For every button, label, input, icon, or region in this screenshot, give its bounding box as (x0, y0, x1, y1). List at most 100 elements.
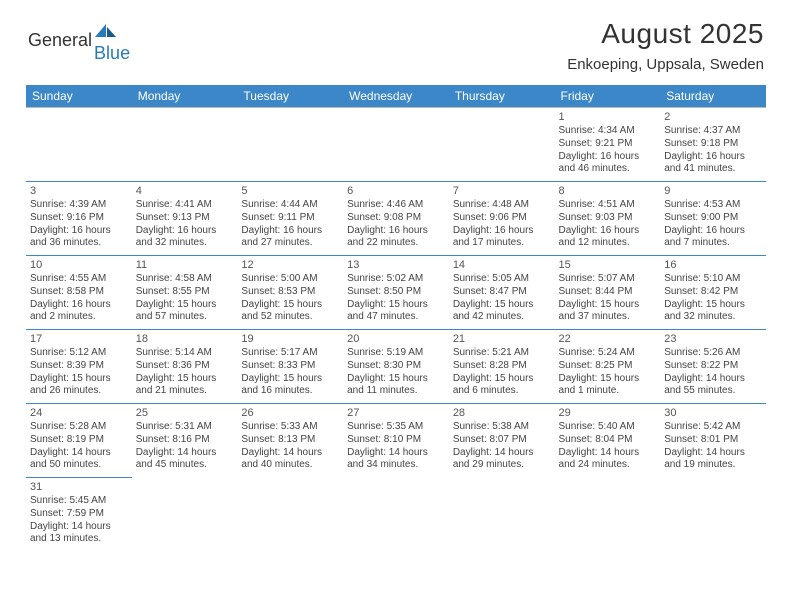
day-number: 14 (453, 258, 551, 272)
calendar-day-cell (449, 108, 555, 182)
daylight-text: and 32 minutes. (136, 237, 234, 250)
sunrise-text: Sunrise: 5:33 AM (241, 421, 339, 434)
sunrise-text: Sunrise: 5:00 AM (241, 273, 339, 286)
calendar-day-cell: 19Sunrise: 5:17 AMSunset: 8:33 PMDayligh… (237, 330, 343, 404)
daylight-text: Daylight: 16 hours (136, 225, 234, 238)
daylight-text: Daylight: 16 hours (453, 225, 551, 238)
daylight-text: Daylight: 15 hours (559, 299, 657, 312)
calendar-day-cell (343, 478, 449, 552)
sunset-text: Sunset: 8:44 PM (559, 286, 657, 299)
sunrise-text: Sunrise: 5:42 AM (664, 421, 762, 434)
daylight-text: and 41 minutes. (664, 163, 762, 176)
day-number: 25 (136, 406, 234, 420)
daylight-text: Daylight: 15 hours (453, 299, 551, 312)
calendar-week-row: 24Sunrise: 5:28 AMSunset: 8:19 PMDayligh… (26, 404, 766, 478)
daylight-text: Daylight: 16 hours (559, 151, 657, 164)
calendar-day-cell: 25Sunrise: 5:31 AMSunset: 8:16 PMDayligh… (132, 404, 238, 478)
sunset-text: Sunset: 9:06 PM (453, 212, 551, 225)
day-number: 12 (241, 258, 339, 272)
logo-text-general: General (28, 30, 92, 51)
calendar-day-cell: 31Sunrise: 5:45 AMSunset: 7:59 PMDayligh… (26, 478, 132, 552)
day-number: 24 (30, 406, 128, 420)
day-number: 7 (453, 184, 551, 198)
sunset-text: Sunset: 8:10 PM (347, 434, 445, 447)
daylight-text: and 21 minutes. (136, 385, 234, 398)
calendar-day-cell (26, 108, 132, 182)
sunset-text: Sunset: 8:25 PM (559, 360, 657, 373)
title-block: August 2025 Enkoeping, Uppsala, Sweden (567, 18, 764, 73)
daylight-text: Daylight: 14 hours (664, 447, 762, 460)
sunset-text: Sunset: 8:22 PM (664, 360, 762, 373)
sunrise-text: Sunrise: 5:07 AM (559, 273, 657, 286)
sunset-text: Sunset: 8:53 PM (241, 286, 339, 299)
daylight-text: Daylight: 16 hours (30, 225, 128, 238)
calendar-day-cell: 24Sunrise: 5:28 AMSunset: 8:19 PMDayligh… (26, 404, 132, 478)
daylight-text: Daylight: 14 hours (30, 521, 128, 534)
daylight-text: and 47 minutes. (347, 311, 445, 324)
calendar-day-cell: 23Sunrise: 5:26 AMSunset: 8:22 PMDayligh… (660, 330, 766, 404)
calendar-day-cell: 16Sunrise: 5:10 AMSunset: 8:42 PMDayligh… (660, 256, 766, 330)
calendar-day-cell: 26Sunrise: 5:33 AMSunset: 8:13 PMDayligh… (237, 404, 343, 478)
daylight-text: Daylight: 15 hours (347, 299, 445, 312)
calendar-day-cell (660, 478, 766, 552)
daylight-text: Daylight: 14 hours (241, 447, 339, 460)
month-title: August 2025 (567, 18, 764, 50)
location-subtitle: Enkoeping, Uppsala, Sweden (567, 56, 764, 73)
daylight-text: and 17 minutes. (453, 237, 551, 250)
sunset-text: Sunset: 8:28 PM (453, 360, 551, 373)
sunset-text: Sunset: 8:47 PM (453, 286, 551, 299)
sunrise-text: Sunrise: 4:41 AM (136, 199, 234, 212)
daylight-text: Daylight: 15 hours (453, 373, 551, 386)
daylight-text: Daylight: 14 hours (347, 447, 445, 460)
sunset-text: Sunset: 9:11 PM (241, 212, 339, 225)
sunset-text: Sunset: 8:13 PM (241, 434, 339, 447)
daylight-text: and 12 minutes. (559, 237, 657, 250)
sunrise-text: Sunrise: 5:26 AM (664, 347, 762, 360)
calendar-day-cell: 28Sunrise: 5:38 AMSunset: 8:07 PMDayligh… (449, 404, 555, 478)
calendar-day-cell: 17Sunrise: 5:12 AMSunset: 8:39 PMDayligh… (26, 330, 132, 404)
daylight-text: Daylight: 15 hours (241, 299, 339, 312)
sunrise-text: Sunrise: 5:05 AM (453, 273, 551, 286)
sunset-text: Sunset: 8:55 PM (136, 286, 234, 299)
day-header: Thursday (449, 85, 555, 108)
calendar-day-cell (449, 478, 555, 552)
sunset-text: Sunset: 9:08 PM (347, 212, 445, 225)
calendar-week-row: 1Sunrise: 4:34 AMSunset: 9:21 PMDaylight… (26, 108, 766, 182)
calendar-week-row: 31Sunrise: 5:45 AMSunset: 7:59 PMDayligh… (26, 478, 766, 552)
sunrise-text: Sunrise: 5:35 AM (347, 421, 445, 434)
day-number: 23 (664, 332, 762, 346)
sunrise-text: Sunrise: 5:19 AM (347, 347, 445, 360)
calendar-day-cell: 27Sunrise: 5:35 AMSunset: 8:10 PMDayligh… (343, 404, 449, 478)
calendar-day-cell: 20Sunrise: 5:19 AMSunset: 8:30 PMDayligh… (343, 330, 449, 404)
day-header: Friday (555, 85, 661, 108)
day-number: 6 (347, 184, 445, 198)
calendar-day-cell: 11Sunrise: 4:58 AMSunset: 8:55 PMDayligh… (132, 256, 238, 330)
daylight-text: and 45 minutes. (136, 459, 234, 472)
daylight-text: Daylight: 14 hours (559, 447, 657, 460)
calendar-day-cell: 2Sunrise: 4:37 AMSunset: 9:18 PMDaylight… (660, 108, 766, 182)
day-number: 29 (559, 406, 657, 420)
daylight-text: Daylight: 16 hours (30, 299, 128, 312)
calendar-day-cell: 4Sunrise: 4:41 AMSunset: 9:13 PMDaylight… (132, 182, 238, 256)
sunset-text: Sunset: 8:42 PM (664, 286, 762, 299)
daylight-text: and 6 minutes. (453, 385, 551, 398)
calendar-week-row: 17Sunrise: 5:12 AMSunset: 8:39 PMDayligh… (26, 330, 766, 404)
daylight-text: Daylight: 16 hours (664, 225, 762, 238)
daylight-text: and 26 minutes. (30, 385, 128, 398)
day-number: 8 (559, 184, 657, 198)
daylight-text: Daylight: 15 hours (241, 373, 339, 386)
sunrise-text: Sunrise: 5:31 AM (136, 421, 234, 434)
day-number: 21 (453, 332, 551, 346)
calendar-day-cell: 18Sunrise: 5:14 AMSunset: 8:36 PMDayligh… (132, 330, 238, 404)
daylight-text: and 29 minutes. (453, 459, 551, 472)
sunrise-text: Sunrise: 4:55 AM (30, 273, 128, 286)
calendar-day-cell (343, 108, 449, 182)
calendar-day-cell (237, 108, 343, 182)
logo: GeneralBlue (28, 24, 130, 64)
daylight-text: and 42 minutes. (453, 311, 551, 324)
day-number: 22 (559, 332, 657, 346)
sunrise-text: Sunrise: 4:44 AM (241, 199, 339, 212)
calendar-day-cell: 13Sunrise: 5:02 AMSunset: 8:50 PMDayligh… (343, 256, 449, 330)
daylight-text: and 7 minutes. (664, 237, 762, 250)
calendar-day-cell (555, 478, 661, 552)
